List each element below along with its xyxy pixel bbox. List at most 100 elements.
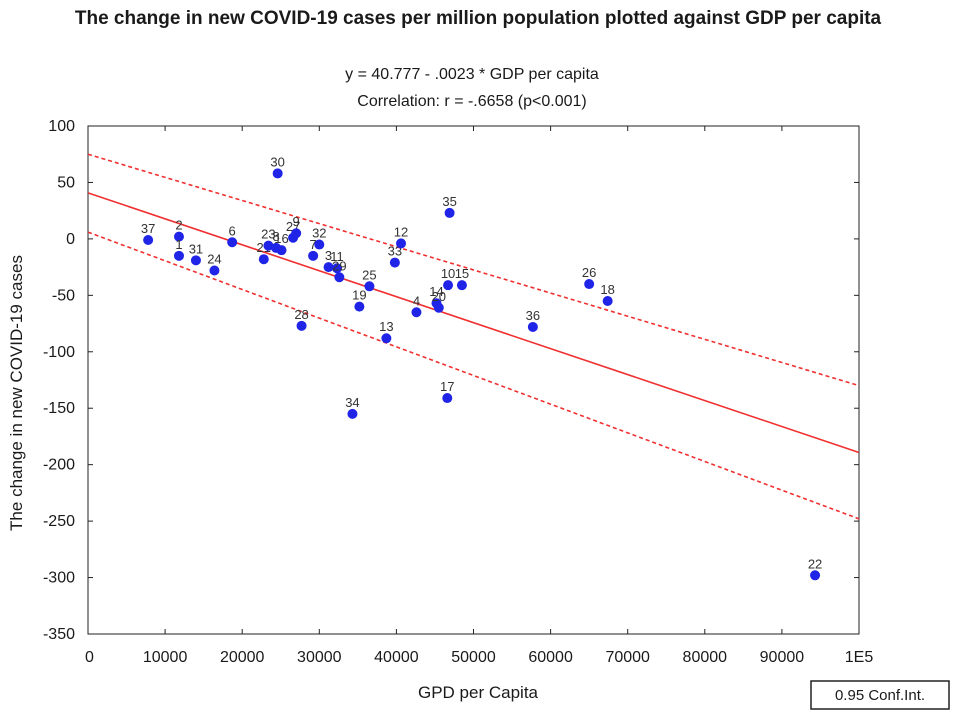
data-point [411, 307, 422, 318]
point-label: 23 [261, 227, 275, 242]
x-tick-label: 90000 [760, 649, 805, 666]
data-point [810, 570, 821, 581]
data-point [296, 320, 307, 331]
data-point [396, 238, 407, 249]
regression-equation: y = 40.777 - .0023 * GDP per capita [345, 66, 599, 83]
x-tick-label: 60000 [528, 649, 573, 666]
regression-line [87, 192, 860, 454]
point-label: 24 [207, 251, 221, 266]
data-point [527, 321, 538, 332]
point-label: 29 [332, 258, 346, 273]
point-label: 6 [229, 223, 236, 238]
point-label: 8 [273, 229, 280, 244]
legend-frame [810, 680, 950, 710]
y-axis: 100 50 0 -50 -100 -150 -200 -250 -300 -350 [43, 118, 859, 643]
point-label: 26 [582, 265, 596, 280]
y-tick-label: -250 [43, 513, 75, 530]
data-point [364, 281, 375, 292]
point-label: 3 [325, 248, 332, 263]
point-label: 17 [440, 379, 454, 394]
x-tick-label: 30000 [297, 649, 342, 666]
point-label: 15 [455, 266, 469, 281]
y-axis-title: The change in new COVID-19 cases [7, 255, 26, 531]
x-tick-label: 70000 [605, 649, 650, 666]
y-tick-label: -100 [43, 344, 75, 361]
point-label: 12 [394, 224, 408, 239]
y-tick-label: -50 [52, 287, 75, 304]
x-tick-label: 40000 [374, 649, 419, 666]
x-axis: 0 10000 20000 30000 40000 50000 60000 70000 8000… [85, 126, 873, 666]
data-point [227, 237, 238, 248]
data-point [190, 255, 201, 266]
data-point [442, 393, 453, 404]
regression-line-group [87, 192, 860, 454]
point-label: 11 [330, 249, 344, 264]
data-point [308, 250, 319, 261]
y-tick-label: -150 [43, 400, 75, 417]
y-tick-label: 100 [48, 118, 75, 135]
data-point [263, 240, 274, 251]
data-point [334, 272, 345, 283]
x-tick-label: 80000 [683, 649, 728, 666]
data-point [456, 280, 467, 291]
x-tick-label: 20000 [220, 649, 265, 666]
data-point [272, 168, 283, 179]
data-point [332, 263, 343, 274]
legend-box: 0.95 Conf.Int. [810, 680, 950, 710]
correlation-text: Correlation: r = -.6658 (p<0.001) [357, 93, 586, 110]
point-label: 7 [310, 237, 317, 252]
point-label: 16 [274, 231, 288, 246]
confidence-band [87, 153, 860, 520]
point-label: 37 [141, 221, 155, 236]
data-point [381, 333, 392, 344]
x-tick-label: 0 [85, 649, 94, 666]
data-point [389, 257, 400, 268]
y-tick-label: -350 [43, 626, 75, 643]
confidence-upper-line [87, 153, 860, 387]
point-label: 18 [600, 282, 614, 297]
point-label: 4 [413, 293, 420, 308]
y-tick-label: 50 [57, 174, 75, 191]
data-point [314, 239, 325, 250]
point-label: 2 [175, 218, 182, 233]
point-label: 34 [345, 395, 359, 410]
x-tick-label: 10000 [143, 649, 188, 666]
point-label: 30 [270, 154, 284, 169]
point-label: 9 [293, 214, 300, 229]
point-label: 36 [526, 308, 540, 323]
data-point [173, 231, 184, 242]
data-point [602, 295, 613, 306]
x-tick-label: 1E5 [845, 649, 874, 666]
data-points: 37 21 312462123308162792873231129192534133… [141, 154, 822, 581]
legend-label: 0.95 Conf.Int. [835, 687, 925, 704]
chart-title: The change in new COVID-19 cases per mil… [75, 8, 882, 29]
point-label: 13 [379, 319, 393, 334]
data-point [584, 279, 595, 290]
point-label: 35 [442, 194, 456, 209]
point-label: 32 [312, 226, 326, 241]
point-label: 20 [432, 289, 446, 304]
data-point [173, 250, 184, 261]
y-tick-label: -200 [43, 457, 75, 474]
x-axis-title: GPD per Capita [418, 683, 539, 702]
point-label: 22 [808, 556, 822, 571]
point-label: 28 [294, 307, 308, 322]
point-label: 31 [189, 241, 203, 256]
plot-area [87, 125, 860, 635]
data-point [444, 207, 455, 218]
data-point [143, 235, 154, 246]
point-label: 14 [429, 284, 443, 299]
x-tick-label: 50000 [451, 649, 496, 666]
data-point [291, 228, 302, 239]
data-point [347, 408, 358, 419]
point-label: 1 [175, 237, 182, 252]
point-label: 10 [441, 266, 455, 281]
data-point [276, 245, 287, 256]
data-point [209, 265, 220, 276]
y-tick-label: 0 [66, 231, 75, 248]
data-point [258, 254, 269, 265]
data-point [433, 302, 444, 313]
y-tick-label: -300 [43, 570, 75, 587]
point-label: 19 [352, 288, 366, 303]
